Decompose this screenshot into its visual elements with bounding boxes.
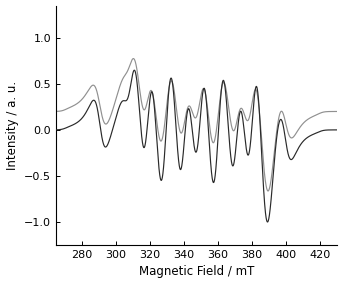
Y-axis label: Intensity / a. u.: Intensity / a. u. xyxy=(5,81,19,170)
X-axis label: Magnetic Field / mT: Magnetic Field / mT xyxy=(139,266,255,278)
